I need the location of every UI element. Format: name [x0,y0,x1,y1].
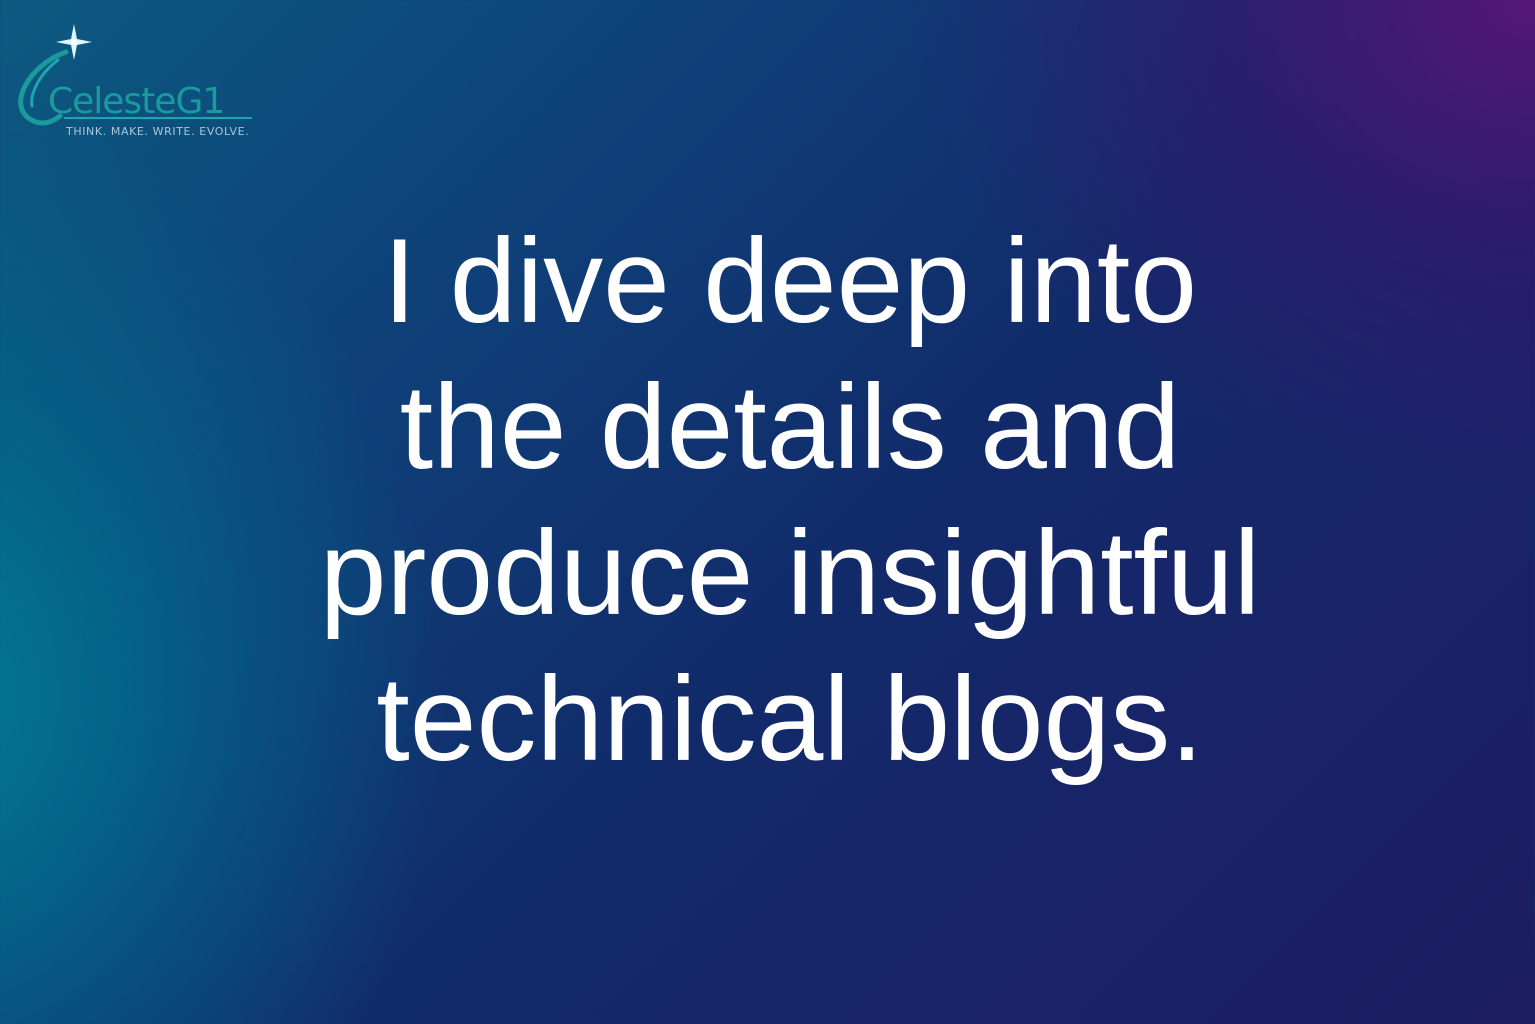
headline-line-2: the details and [399,360,1181,494]
brand-logo: CelesteG1 THINK. MAKE. WRITE. EVOLVE. [8,20,258,140]
headline-line-4: technical blogs. [376,652,1204,786]
headline-line-3: produce insightful [319,506,1261,640]
headline-text: I dive deep into the details and produce… [0,208,1535,792]
headline-line-1: I dive deep into [383,214,1197,348]
logo-divider [64,117,252,119]
logo-tagline: THINK. MAKE. WRITE. EVOLVE. [66,125,250,138]
logo-swoosh-star-icon [18,24,92,126]
logo-name: CelesteG1 [48,81,225,122]
